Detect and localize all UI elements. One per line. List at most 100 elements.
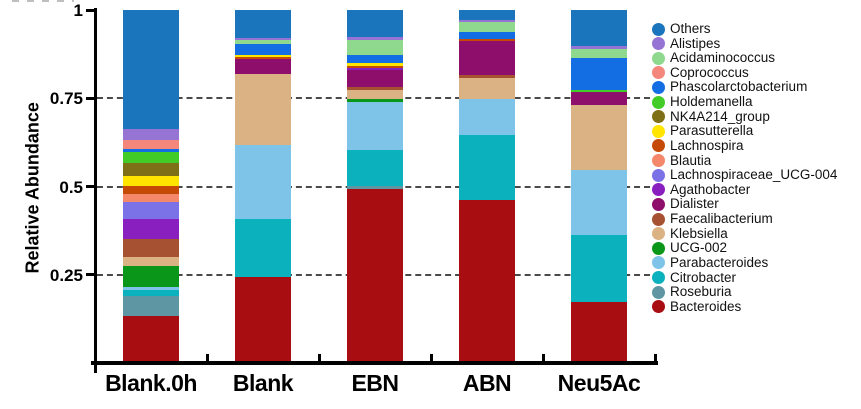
bar-segment-Blank.0h-Lachnospira	[123, 186, 179, 195]
bar-segment-EBN-Phascolarctobacterium	[347, 55, 403, 64]
bar-segment-Blank.0h-UCG-002	[123, 266, 179, 288]
bar-segment-Neu5Ac-Alistipes	[571, 46, 627, 50]
legend-label-Blautia: Blautia	[670, 152, 712, 168]
bar-segment-EBN-Roseburia	[347, 185, 403, 189]
legend-dot-Citrobacter	[652, 271, 665, 285]
legend-label-Others: Others	[670, 21, 711, 36]
bar-segment-Neu5Ac-Parabacteroides	[571, 169, 627, 235]
y-tick-label-1: 1	[73, 1, 83, 20]
legend-dot-Bacteroides	[652, 300, 665, 314]
bar-segment-Neu5Ac-Others	[571, 10, 627, 46]
bar-segment-Blank.0h-NK4A214_group	[123, 163, 179, 176]
bar-segment-Blank-Alistipes	[235, 37, 291, 41]
legend-dot-Roseburia	[652, 285, 665, 299]
bar-segment-ABN-Lachnospira	[459, 38, 515, 42]
bar-segment-Blank-Parabacteroides	[235, 145, 291, 219]
legend-label-Bacteroides: Bacteroides	[670, 298, 742, 314]
bar-segment-Blank-Acidaminococcus	[235, 40, 291, 45]
legend-dot-Acidaminococcus	[652, 51, 665, 65]
bar-segment-EBN-Bacteroides	[347, 188, 403, 363]
legend-label-Coprococcus: Coprococcus	[670, 64, 749, 80]
x-category-label-Neu5Ac: Neu5Ac	[557, 370, 641, 396]
legend-dot-Coprococcus	[652, 66, 665, 80]
legend-dot-Lachnospiraceae_UCG-004	[652, 168, 665, 182]
bar-segment-Blank.0h-Blautia	[123, 194, 179, 203]
legend-label-Acidaminococcus: Acidaminococcus	[670, 50, 776, 66]
x-tick-2	[317, 354, 321, 361]
bar-segment-Blank.0h-Roseburia	[123, 295, 179, 317]
bar-segment-EBN-Citrobacter	[347, 150, 403, 186]
legend-dot-Holdemanella	[652, 95, 665, 109]
bar-segment-Neu5Ac-Acidaminococcus	[571, 49, 627, 58]
cropped-text-artifact	[12, 0, 74, 2]
bar-segment-Blank.0h-Others	[123, 10, 179, 129]
legend-label-Phascolarctobacterium: Phascolarctobacterium	[670, 79, 808, 95]
bar-segment-ABN-Bacteroides	[459, 200, 515, 363]
y-tick-0.5	[86, 185, 95, 188]
y-tick-0.75	[86, 96, 95, 100]
bar-segment-Neu5Ac-Dialister	[571, 91, 627, 105]
legend-dot-Parabacteroides	[652, 256, 665, 270]
legend-label-Klebsiella: Klebsiella	[670, 225, 728, 241]
x-category-label-EBN: EBN	[351, 370, 399, 396]
legend-label-Lachnospira: Lachnospira	[670, 137, 744, 153]
bar-segment-ABN-Others	[459, 10, 515, 20]
y-tick-label-0.25: 0.25	[49, 265, 83, 285]
bar-segment-EBN-Parabacteroides	[347, 102, 403, 151]
bar-segment-Neu5Ac-Klebsiella	[571, 104, 627, 170]
legend-dot-UCG-002	[652, 241, 665, 255]
legend-dot-Dialister	[652, 197, 665, 211]
bar-segment-Blank.0h-Bacteroides	[123, 316, 179, 363]
bar-segment-EBN-Lachnospira	[347, 65, 403, 68]
bar-segment-Blank.0h-Agathobacter	[123, 218, 179, 240]
x-tick-5	[653, 354, 657, 361]
bar-segment-Blank-Klebsiella	[235, 73, 291, 146]
x-category-label-Blank: Blank	[232, 370, 294, 396]
y-tick-1	[86, 8, 95, 12]
bar-segment-EBN-Klebsiella	[347, 89, 403, 99]
legend-dot-Phascolarctobacterium	[652, 80, 665, 94]
bar-segment-ABN-Alistipes	[459, 19, 515, 23]
legend-label-UCG-002: UCG-002	[670, 240, 728, 256]
bar-segment-ABN-Dialister	[459, 41, 515, 76]
legend-label-Dialister: Dialister	[670, 196, 719, 212]
bar-segment-Blank-Bacteroides	[235, 277, 291, 363]
bar-segment-ABN-Parabacteroides	[459, 98, 515, 136]
legend-label-Faecalibacterium: Faecalibacterium	[670, 211, 773, 227]
bar-segment-ABN-Phascolarctobacterium	[459, 32, 515, 39]
bar-segment-Blank.0h-Holdemanella	[123, 151, 179, 164]
x-tick-1	[205, 354, 209, 361]
y-axis-line	[94, 8, 97, 373]
bar-segment-Neu5Ac-Citrobacter	[571, 234, 627, 302]
legend-dot-Alistipes	[652, 37, 665, 51]
bar-segment-Blank-Dialister	[235, 59, 291, 74]
legend-dot-NK4A214_group	[652, 110, 665, 124]
bar-segment-EBN-Faecalibacterium	[347, 86, 403, 90]
bar-segment-EBN-Agathobacter	[347, 67, 403, 71]
bar-segment-ABN-Citrobacter	[459, 135, 515, 201]
legend-label-Citrobacter: Citrobacter	[670, 269, 737, 285]
legend-label-Alistipes: Alistipes	[670, 35, 721, 51]
legend-label-Holdemanella: Holdemanella	[670, 94, 753, 110]
bar-segment-ABN-Faecalibacterium	[459, 75, 515, 78]
bar-segment-EBN-Alistipes	[347, 36, 403, 40]
bar-segment-ABN-Klebsiella	[459, 77, 515, 99]
legend-dot-Klebsiella	[652, 227, 665, 241]
x-axis-line	[91, 361, 658, 365]
bar-segment-Blank.0h-Parabacteroides	[123, 287, 179, 290]
bar-segment-Blank.0h-Faecalibacterium	[123, 239, 179, 258]
legend-dot-Others	[652, 22, 665, 36]
bar-segment-Neu5Ac-Holdemanella	[571, 89, 627, 92]
legend-dot-Lachnospira	[652, 139, 665, 153]
bar-segment-Blank-Phascolarctobacterium	[235, 44, 291, 55]
bar-segment-ABN-Acidaminococcus	[459, 22, 515, 33]
y-axis-title: Relative Abundance	[22, 102, 43, 274]
x-tick-3	[429, 354, 433, 361]
legend-dot-Faecalibacterium	[652, 212, 665, 226]
bar-segment-Blank.0h-Coprococcus	[123, 139, 179, 150]
bar-segment-Blank.0h-Phascolarctobacterium	[123, 149, 179, 152]
bar-segment-Blank-Lachnospira	[235, 56, 291, 60]
x-category-label-Blank.0h: Blank.0h	[105, 370, 197, 396]
legend-label-Parabacteroides: Parabacteroides	[670, 254, 769, 270]
legend-label-Lachnospiraceae_UCG-004: Lachnospiraceae_UCG-004	[670, 167, 838, 183]
